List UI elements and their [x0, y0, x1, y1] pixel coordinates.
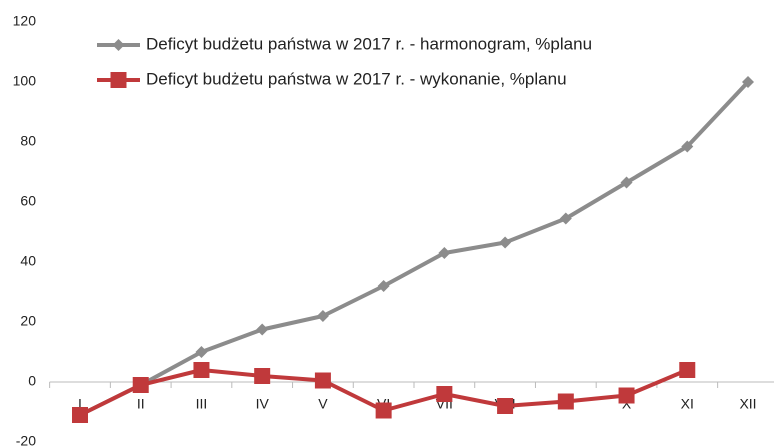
marker	[375, 402, 392, 419]
legend-marker	[112, 39, 125, 51]
marker	[620, 176, 633, 189]
y-tick-label: 100	[13, 73, 37, 89]
legend-label: Deficyt budżetu państwa w 2017 r. - wyko…	[146, 69, 567, 88]
x-tick-label: II	[137, 396, 145, 412]
marker	[559, 212, 572, 225]
marker	[314, 372, 331, 389]
y-tick-label: 80	[20, 133, 36, 149]
y-tick-label: 20	[20, 313, 36, 329]
marker	[438, 247, 451, 259]
marker	[681, 140, 694, 153]
marker	[679, 362, 696, 378]
x-tick-label: I	[78, 396, 82, 412]
marker	[254, 368, 271, 384]
marker	[316, 310, 329, 322]
x-tick-label: X	[622, 396, 632, 412]
marker	[72, 407, 88, 423]
series-line	[79, 80, 750, 417]
x-tick-label: III	[196, 396, 208, 412]
y-tick-label: -20	[16, 433, 36, 448]
marker	[618, 387, 635, 404]
legend-marker	[110, 72, 127, 88]
y-tick-label: 120	[13, 13, 37, 29]
marker	[256, 323, 269, 336]
x-tick-label: XI	[681, 396, 694, 412]
x-tick-label: V	[318, 396, 328, 412]
y-tick-label: 60	[20, 193, 36, 209]
marker	[195, 346, 208, 358]
marker	[377, 280, 390, 292]
legend-label: Deficyt budżetu państwa w 2017 r. - harm…	[146, 34, 592, 53]
marker	[132, 377, 149, 393]
marker	[499, 236, 512, 249]
marker	[742, 76, 754, 88]
marker	[436, 386, 453, 402]
x-tick-label: IV	[256, 396, 270, 412]
y-tick-label: 0	[28, 373, 36, 389]
marker	[193, 362, 210, 378]
marker	[557, 393, 574, 410]
x-tick-label: XII	[739, 396, 756, 412]
marker	[497, 398, 514, 414]
y-tick-label: 40	[20, 253, 36, 269]
